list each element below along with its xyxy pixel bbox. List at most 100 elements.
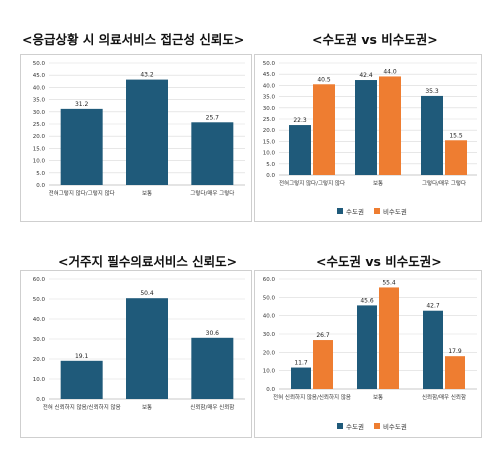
- y-tick-label: 20.0: [33, 134, 46, 140]
- y-tick-label: 0.0: [36, 183, 45, 189]
- x-tick-label: 전혀 신뢰하지 않음/신뢰하지 않음: [273, 393, 351, 401]
- bar: [291, 367, 311, 389]
- bar: [126, 79, 168, 185]
- data-label: 45.6: [360, 297, 374, 304]
- legend-non-capital-swatch: [373, 208, 380, 214]
- data-label: 19.1: [75, 353, 89, 360]
- legend-capital-swatch: [337, 208, 343, 214]
- y-tick-label: 5.0: [36, 171, 45, 177]
- legend: 수도권 비수도권: [337, 206, 407, 216]
- y-tick-label: 30.0: [33, 337, 46, 343]
- data-label: 15.5: [449, 132, 463, 139]
- chart-panel-emergency-overall: 0.0 5.0 10.0 15.0 20.0 25.0 30.0 35.0 40.0 45.0 50…: [20, 54, 252, 222]
- y-tick-label: 20.0: [263, 350, 276, 356]
- legend-non-capital-label: 비수도권: [382, 208, 407, 216]
- bar: [357, 305, 377, 389]
- heading-emergency-region: <수도권 vs 비수도권>: [312, 32, 438, 47]
- bar: [379, 76, 401, 175]
- y-tick-label: 20.0: [263, 128, 276, 134]
- chart-svg-emergency-overall: 0.0 5.0 10.0 15.0 20.0 25.0 30.0 35.0 40.0 45.0 50…: [33, 61, 245, 197]
- x-tick-label: 신뢰함/매우 신뢰함: [190, 403, 234, 411]
- legend-non-capital-label: 비수도권: [382, 423, 407, 431]
- y-tick-label: 50.0: [33, 61, 46, 67]
- y-tick-label: 50.0: [263, 295, 276, 301]
- data-label: 40.5: [317, 76, 331, 83]
- bar: [379, 287, 399, 389]
- data-label: 26.7: [316, 332, 330, 339]
- legend-non-capital: 비수도권: [373, 421, 407, 431]
- y-tick-label: 5.0: [266, 162, 275, 168]
- bar: [191, 122, 234, 185]
- bar: [126, 298, 168, 399]
- chart-panel-essential-region: 0.0 10.0 20.0 30.0 40.0 50.0 60.0 11.7 26.7 전혀 신뢰…: [254, 270, 482, 438]
- chart-svg-emergency-region: 0.0 5.0 10.0 15.0 20.0 25.0 30.0 35.0 40.0 45.0 50…: [263, 61, 477, 187]
- data-label: 43.2: [140, 72, 154, 79]
- x-tick-label: 전혀그렇지 않다/그렇지 않다: [49, 189, 115, 197]
- chart-svg-essential-region: 0.0 10.0 20.0 30.0 40.0 50.0 60.0 11.7 26.7 전혀 신뢰…: [263, 277, 477, 401]
- data-label: 42.4: [359, 72, 373, 79]
- legend-capital-label: 수도권: [346, 208, 364, 216]
- y-tick-label: 10.0: [33, 159, 46, 165]
- y-tick-label: 30.0: [33, 110, 46, 116]
- x-tick-label: 전혀그렇지 않다/그렇지 않다: [279, 179, 345, 187]
- y-tick-label: 40.0: [33, 85, 46, 91]
- y-tick-label: 30.0: [263, 332, 276, 338]
- data-label: 55.4: [382, 279, 396, 286]
- legend: 수도권 비수도권: [337, 421, 407, 431]
- y-tick-label: 20.0: [33, 357, 46, 363]
- legend-capital: 수도권: [337, 206, 364, 216]
- bar: [313, 340, 333, 389]
- y-tick-label: 15.0: [263, 139, 276, 145]
- y-tick-label: 45.0: [33, 73, 46, 79]
- legend-non-capital: 비수도권: [373, 206, 407, 216]
- x-tick-label: 그렇다/매우 그렇다: [190, 189, 234, 197]
- y-tick-label: 0.0: [266, 173, 275, 179]
- y-tick-label: 60.0: [33, 277, 46, 283]
- x-tick-label: 보통: [373, 180, 383, 187]
- data-label: 42.7: [426, 303, 440, 310]
- data-label: 25.7: [206, 114, 220, 121]
- x-tick-label: 보통: [373, 394, 383, 401]
- bar: [60, 360, 103, 399]
- x-tick-label: 보통: [142, 404, 152, 411]
- data-label: 11.7: [294, 360, 308, 367]
- x-tick-label: 보통: [142, 190, 152, 197]
- y-tick-label: 10.0: [263, 369, 276, 375]
- heading-essential-overall: <거주지 필수의료서비스 신뢰도>: [58, 254, 238, 269]
- y-tick-label: 60.0: [263, 277, 276, 283]
- bar: [289, 125, 311, 175]
- y-tick-label: 0.0: [266, 387, 275, 393]
- y-tick-label: 10.0: [33, 377, 46, 383]
- y-tick-label: 45.0: [263, 72, 276, 78]
- data-label: 50.4: [140, 290, 154, 297]
- legend-non-capital-swatch: [373, 423, 380, 429]
- y-tick-label: 10.0: [263, 151, 276, 157]
- heading-essential-region: <수도권 vs 비수도권>: [316, 254, 442, 269]
- y-tick-label: 50.0: [263, 61, 276, 67]
- x-tick-label: 그렇다/매우 그렇다: [422, 179, 466, 187]
- data-label: 44.0: [383, 68, 397, 75]
- bar: [421, 95, 443, 175]
- y-tick-label: 30.0: [263, 106, 276, 112]
- y-tick-label: 40.0: [33, 317, 46, 323]
- y-tick-label: 15.0: [33, 146, 46, 152]
- data-label: 31.2: [75, 101, 89, 108]
- y-tick-label: 40.0: [263, 83, 276, 89]
- heading-emergency-overall: <응급상황 시 의료서비스 접근성 신뢰도>: [22, 32, 245, 47]
- x-tick-label: 신뢰함/매우 신뢰함: [422, 393, 466, 401]
- y-tick-label: 40.0: [263, 314, 276, 320]
- y-tick-label: 25.0: [33, 122, 46, 128]
- bar: [60, 108, 103, 185]
- y-tick-label: 50.0: [33, 297, 46, 303]
- data-label: 17.9: [448, 348, 462, 355]
- chart-panel-emergency-region: 0.0 5.0 10.0 15.0 20.0 25.0 30.0 35.0 40.0 45.0 50…: [254, 54, 482, 222]
- data-label: 22.3: [293, 117, 307, 124]
- bar: [355, 80, 377, 175]
- y-tick-label: 0.0: [36, 397, 45, 403]
- bar: [445, 140, 467, 175]
- y-tick-label: 35.0: [33, 98, 46, 104]
- data-label: 30.6: [206, 330, 220, 337]
- bar: [191, 337, 234, 399]
- x-tick-label: 전혀 신뢰하지 않음/신뢰하지 않음: [43, 403, 121, 411]
- y-tick-label: 35.0: [263, 95, 276, 101]
